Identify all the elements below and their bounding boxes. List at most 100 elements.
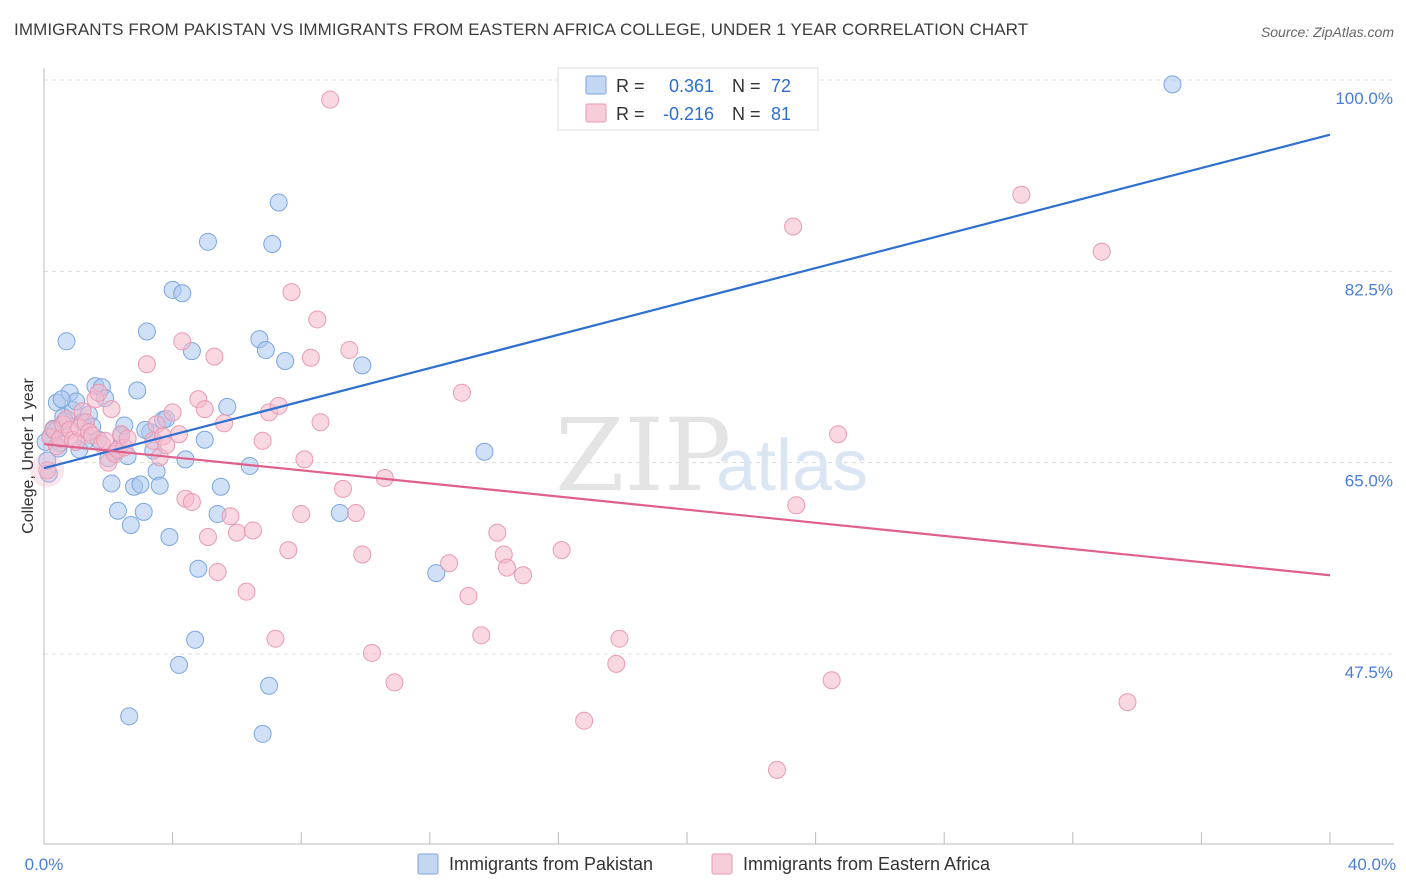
point-pakistan-35 — [150, 476, 169, 495]
x-ticks — [172, 832, 1331, 844]
point-eastern-africa-80 — [787, 496, 806, 515]
point-eastern-africa-53 — [292, 505, 311, 524]
point-pakistan-6 — [57, 332, 76, 351]
point-eastern-africa-34 — [173, 332, 192, 351]
x-tick-label-max: 40.0% — [1348, 855, 1396, 874]
point-eastern-africa-46 — [243, 521, 262, 540]
point-eastern-africa-78 — [768, 760, 787, 779]
y-tick-label-2: 65.0% — [1345, 472, 1393, 491]
point-eastern-africa-68 — [459, 587, 478, 606]
point-eastern-africa-26 — [137, 355, 156, 374]
point-pakistan-31 — [137, 322, 156, 341]
point-pakistan-44 — [186, 630, 205, 649]
bottom-legend-label-eastern-africa: Immigrants from Eastern Africa — [743, 854, 991, 874]
point-eastern-africa-39 — [198, 528, 217, 547]
point-eastern-africa-49 — [266, 629, 285, 648]
point-eastern-africa-65 — [385, 673, 404, 692]
watermark-zip: ZIP — [555, 397, 731, 514]
point-eastern-africa-51 — [279, 541, 298, 560]
point-eastern-africa-43 — [221, 507, 240, 526]
point-eastern-africa-16 — [89, 383, 108, 402]
point-eastern-africa-67 — [452, 383, 471, 402]
point-eastern-africa-84 — [1092, 242, 1111, 261]
point-pakistan-63 — [1163, 75, 1182, 94]
legend-r-value-eastern-africa: -0.216 — [663, 104, 714, 124]
legend-r-label-eastern-africa: R = — [616, 104, 645, 124]
bottom-legend-swatch-eastern-africa — [711, 853, 733, 875]
point-eastern-africa-85 — [1118, 693, 1137, 712]
point-eastern-africa-63 — [362, 643, 381, 662]
point-pakistan-28 — [128, 381, 147, 400]
y-tick-labels: 100.0% 82.5% 65.0% 47.5% — [1335, 89, 1393, 682]
point-pakistan-22 — [108, 501, 127, 520]
legend-n-label-pakistan: N = — [732, 76, 761, 96]
source-label: Source: ZipAtlas.com — [1260, 24, 1394, 40]
x-tick-label-min: 0.0% — [25, 855, 64, 874]
trend-lines — [43, 133, 1331, 577]
point-pakistan-38 — [160, 528, 179, 547]
point-pakistan-29 — [131, 475, 150, 494]
point-eastern-africa-73 — [514, 566, 533, 585]
point-eastern-africa-81 — [829, 425, 848, 444]
y-tick-label-1: 82.5% — [1345, 280, 1393, 299]
bottom-legend: Immigrants from Pakistan Immigrants from… — [417, 853, 991, 875]
point-pakistan-58 — [276, 351, 295, 370]
point-eastern-africa-75 — [575, 711, 594, 730]
point-pakistan-40 — [170, 655, 189, 674]
point-pakistan-55 — [260, 676, 279, 695]
bottom-legend-swatch-pakistan — [417, 853, 439, 875]
point-pakistan-30 — [134, 502, 153, 521]
point-pakistan-54 — [256, 341, 275, 360]
point-pakistan-57 — [269, 193, 288, 212]
legend-r-label-pakistan: R = — [616, 76, 645, 96]
point-eastern-africa-74 — [552, 541, 571, 560]
point-pakistan-68 — [52, 390, 71, 409]
legend-n-value-eastern-africa: 81 — [771, 104, 791, 124]
point-pakistan-70 — [120, 707, 139, 726]
point-eastern-africa-40 — [205, 347, 224, 366]
point-pakistan-61 — [427, 564, 446, 583]
point-eastern-africa-83 — [1012, 185, 1031, 204]
point-eastern-africa-59 — [333, 479, 352, 498]
point-eastern-africa-66 — [440, 554, 459, 573]
point-pakistan-20 — [102, 474, 121, 493]
point-eastern-africa-60 — [340, 341, 359, 360]
legend-swatch-pakistan — [585, 75, 607, 95]
point-eastern-africa-47 — [253, 431, 272, 450]
legend-n-label-eastern-africa: N = — [732, 104, 761, 124]
point-pakistan-45 — [189, 559, 208, 578]
point-pakistan-56 — [263, 235, 282, 253]
point-pakistan-53 — [253, 724, 272, 743]
y-tick-label-0: 100.0% — [1335, 89, 1393, 108]
trend-line-pakistan — [43, 133, 1331, 470]
legend-swatch-eastern-africa — [585, 103, 607, 123]
point-eastern-africa-38 — [195, 400, 214, 419]
legend-n-value-pakistan: 72 — [771, 76, 791, 96]
point-pakistan-50 — [218, 397, 237, 416]
point-pakistan-60 — [353, 356, 372, 375]
point-pakistan-62 — [475, 442, 494, 461]
point-pakistan-26 — [121, 515, 140, 534]
point-eastern-africa-58 — [321, 90, 340, 109]
chart-title: IMMIGRANTS FROM PAKISTAN VS IMMIGRANTS F… — [14, 20, 1029, 39]
point-eastern-africa-55 — [301, 348, 320, 367]
y-axis-title: College, Under 1 year — [20, 378, 37, 534]
point-eastern-africa-57 — [311, 413, 330, 432]
point-eastern-africa-62 — [353, 545, 372, 564]
point-eastern-africa-61 — [346, 503, 365, 522]
point-eastern-africa-44 — [227, 523, 246, 542]
point-eastern-africa-54 — [295, 450, 314, 469]
trend-line-eastern-africa — [43, 442, 1331, 577]
point-pakistan-46 — [195, 430, 214, 449]
point-pakistan-47 — [198, 232, 217, 251]
legend-r-value-pakistan: 0.361 — [669, 76, 714, 96]
point-eastern-africa-56 — [308, 310, 327, 329]
point-eastern-africa-45 — [237, 582, 256, 601]
y-tick-label-3: 47.5% — [1345, 663, 1393, 682]
point-eastern-africa-52 — [282, 283, 301, 302]
point-eastern-africa-70 — [488, 523, 507, 542]
point-pakistan-59 — [330, 503, 349, 522]
point-eastern-africa-77 — [610, 629, 629, 648]
point-eastern-africa-82 — [822, 671, 841, 690]
